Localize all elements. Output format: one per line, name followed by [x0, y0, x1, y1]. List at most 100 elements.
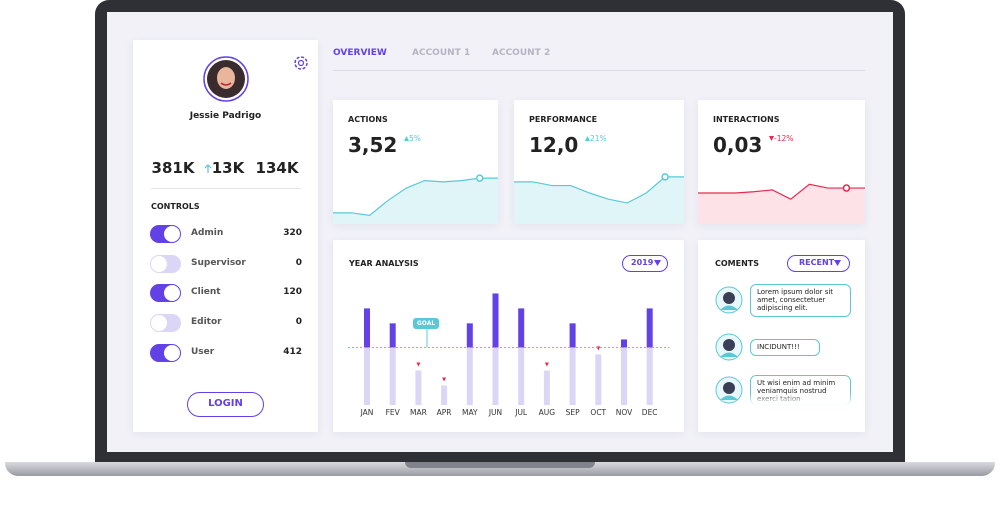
- screen: Jessie Padrigo 381K 13K 134K CONTROLS Admin 32…: [107, 12, 893, 452]
- year-select[interactable]: 2019: [622, 255, 668, 272]
- bar-below-goal: [492, 347, 499, 405]
- bar-below-goal: [466, 347, 473, 405]
- comment-avatar: [715, 333, 743, 361]
- card-change: 5%: [409, 134, 421, 143]
- control-label: Supervisor: [191, 257, 246, 268]
- profile-name: Jessie Padrigo: [189, 111, 262, 121]
- bar-above-goal: [364, 308, 370, 348]
- avatar-body: [720, 395, 738, 400]
- chart-title: YEAR ANALYSIS: [349, 259, 419, 268]
- toggle-knob: [151, 255, 167, 272]
- month-label: MAY: [461, 408, 478, 417]
- triangle: [654, 260, 661, 266]
- control-value: 120: [283, 287, 302, 298]
- control-value: 0: [295, 257, 302, 268]
- profile-stat: 134K: [255, 159, 299, 177]
- change-arrow: [404, 136, 409, 141]
- bar-above-goal: [646, 308, 653, 348]
- laptop-notch: [405, 462, 595, 468]
- control-value: 0: [295, 317, 302, 328]
- filter-select[interactable]: RECENT: [787, 255, 850, 272]
- sparkline-line: [514, 176, 684, 204]
- gear-hole: [297, 59, 305, 67]
- comment-avatar: [715, 286, 743, 314]
- profile-stat: 13K: [211, 159, 245, 177]
- tab[interactable]: ACCOUNT 1: [412, 48, 471, 58]
- sparkline: [698, 183, 865, 224]
- sparkline-area: [333, 178, 498, 224]
- bar-above-goal: [569, 323, 576, 348]
- comment-bubble: Ut wisi enim ad minim veniamquis nostrud…: [750, 375, 851, 405]
- triangle: [404, 136, 409, 141]
- control-label: Admin: [191, 228, 224, 238]
- card-title: ACTIONS: [348, 115, 388, 124]
- card-title: PERFORMANCE: [529, 115, 598, 124]
- month-label: SEP: [565, 408, 580, 417]
- toggle[interactable]: [150, 254, 181, 273]
- card-value: 12,0: [529, 133, 579, 157]
- year-analysis-panel: YEAR ANALYSIS 2019 JAN FEV MAR APR MAY JUN JUL AU…: [333, 240, 684, 432]
- triangle: [834, 260, 841, 266]
- bar: [441, 385, 448, 405]
- bar-below-goal: [621, 347, 627, 405]
- bar-below-goal: [518, 347, 525, 405]
- arrow-up: [204, 164, 212, 173]
- sparkline-dot: [661, 173, 669, 181]
- sparkline: [514, 173, 684, 224]
- toggle-knob: [164, 226, 180, 242]
- bar: [595, 354, 602, 405]
- tab[interactable]: OVERVIEW: [333, 48, 387, 58]
- kpi-card: ACTIONS 3,52 5%: [333, 100, 498, 224]
- tab-underline: [333, 70, 865, 71]
- profile-stat: 381K: [151, 159, 195, 177]
- month-label: MAR: [409, 408, 427, 417]
- month-label: OCT: [590, 408, 607, 417]
- control-label: User: [191, 346, 215, 357]
- bar-above-goal: [518, 308, 525, 348]
- below-goal-marker: [544, 362, 549, 367]
- stat-arrow: [204, 164, 212, 173]
- gear: [294, 56, 308, 70]
- toggle[interactable]: [150, 343, 181, 362]
- avatar-body: [720, 305, 738, 310]
- login-button[interactable]: LOGIN: [187, 392, 264, 417]
- laptop-base: [5, 462, 995, 476]
- toggle-knob: [164, 344, 180, 361]
- kpi-card: PERFORMANCE 12,0 21%: [514, 100, 684, 224]
- filter-value: RECENT: [799, 258, 835, 267]
- sparkline-line: [698, 183, 865, 200]
- toggle-knob: [151, 315, 167, 332]
- sparkline-line: [333, 177, 498, 216]
- card-change: -12%: [774, 134, 794, 143]
- below-goal-marker: [442, 377, 447, 382]
- divider: [151, 188, 301, 189]
- sparkline-area: [698, 184, 865, 224]
- controls-title: CONTROLS: [151, 202, 200, 211]
- profile-panel: Jessie Padrigo 381K 13K 134K CONTROLS Admin 32…: [133, 40, 318, 432]
- month-label: APR: [436, 408, 452, 417]
- comments-title: COMENTS: [715, 259, 760, 268]
- sparkline-dot: [842, 184, 851, 192]
- toggle[interactable]: [150, 314, 181, 333]
- settings-icon: [294, 56, 308, 70]
- bar-below-goal: [364, 347, 370, 405]
- below-goal-marker: [416, 362, 421, 367]
- bar-chart: [348, 293, 669, 405]
- bar-below-goal: [646, 347, 653, 405]
- control-label: Editor: [191, 317, 222, 328]
- bar: [415, 370, 422, 405]
- year-value: 2019: [631, 258, 654, 267]
- dropdown-arrow: [834, 260, 841, 266]
- month-label: JUL: [515, 408, 528, 417]
- toggle[interactable]: [150, 225, 181, 243]
- card-change: 21%: [590, 134, 607, 143]
- sparkline: [333, 174, 498, 224]
- toggle[interactable]: [150, 284, 181, 303]
- bar-above-goal: [492, 293, 499, 348]
- month-label: DEC: [641, 408, 658, 417]
- control-label: Client: [191, 287, 221, 298]
- bar-below-goal: [389, 347, 396, 405]
- tab[interactable]: ACCOUNT 2: [492, 48, 551, 58]
- change-arrow: [585, 136, 590, 141]
